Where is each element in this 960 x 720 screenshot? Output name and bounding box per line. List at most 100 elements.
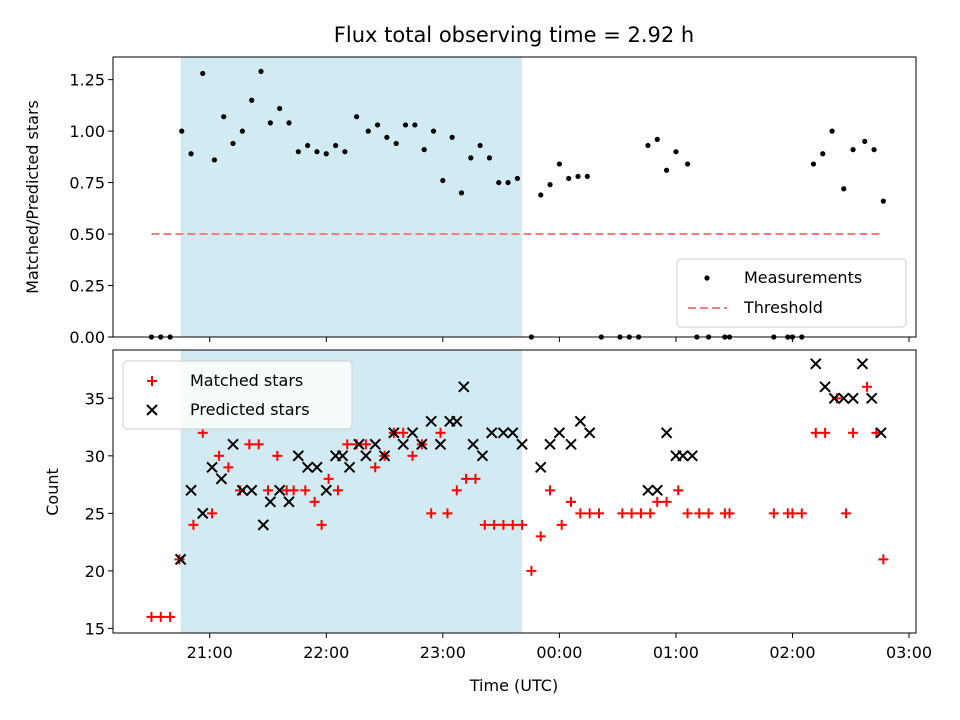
bottom-y-axis: 15 20 25 30 35 [85, 389, 113, 638]
predicted-point [866, 392, 878, 405]
predicted-point [416, 438, 428, 451]
measurement-point [673, 149, 679, 155]
measurement-point [862, 138, 868, 145]
matched-point [300, 485, 311, 496]
top-y-axis: 0.00 0.25 0.50 0.75 1.00 1.25 [69, 71, 113, 347]
measurement-point [449, 134, 455, 140]
matched-point [442, 508, 453, 519]
predicted-point [574, 415, 587, 428]
matched-point [461, 473, 472, 484]
matched-point [626, 508, 637, 519]
matched-point [323, 473, 334, 484]
top-legend-box [676, 258, 907, 328]
measurement-point [239, 128, 245, 134]
matched-point [489, 519, 500, 530]
matched-point [575, 508, 586, 519]
measurement-point [584, 173, 590, 180]
bottom-x-tick-label: 00:00 [536, 643, 582, 662]
measurement-point [221, 114, 227, 120]
measurement-point [566, 175, 572, 182]
matched-point [635, 508, 646, 519]
predicted-point [227, 438, 239, 451]
matched-point [787, 508, 798, 519]
matched-point [703, 508, 714, 519]
predicted-point [311, 461, 323, 474]
measurement-point [880, 198, 886, 204]
measurement-point [295, 149, 301, 155]
matched-point [272, 450, 283, 461]
measurement-point [249, 97, 255, 103]
predicted-point [236, 484, 249, 497]
predicted-point [353, 438, 365, 451]
measurement-point [440, 177, 446, 184]
matched-point [862, 381, 873, 392]
predicted-point [206, 461, 218, 474]
matched-point [682, 508, 693, 519]
top-shaded-span [180, 57, 523, 337]
matched-point [360, 439, 371, 450]
top-y-tick-label: 1.25 [69, 71, 105, 90]
predicted-point [642, 484, 654, 497]
predicted-point [544, 438, 556, 451]
top-y-tick-label: 0.00 [69, 328, 105, 347]
measurement-point [850, 147, 856, 153]
measurement-point [188, 151, 194, 157]
matched-point [188, 519, 199, 530]
matched-point [332, 485, 343, 496]
measurement-point [402, 122, 409, 128]
measurement-point [305, 142, 311, 149]
legend-predicted-x [146, 404, 158, 416]
measurement-point [810, 161, 817, 167]
measurement-point [211, 157, 217, 163]
predicted-point [425, 415, 437, 428]
top-y-axis-label: Matched/Predicted stars [23, 100, 42, 294]
measurement-point [820, 151, 826, 157]
predicted-point [215, 473, 228, 485]
predicted-point [301, 461, 314, 474]
matched-point [316, 519, 327, 530]
predicted-point [497, 427, 510, 439]
matched-point [584, 508, 595, 519]
predicted-point [264, 496, 277, 508]
predicted-point [458, 381, 470, 393]
matched-point [407, 450, 418, 461]
matched-point [253, 439, 264, 450]
matched-point [820, 427, 831, 438]
predicted-point [686, 450, 698, 462]
predicted-point [535, 461, 547, 474]
measurement-point [421, 147, 427, 153]
matched-point [796, 508, 807, 519]
predicted-point [467, 438, 479, 451]
matched-point [263, 485, 274, 496]
measurement-point [654, 136, 660, 142]
matched-point [652, 496, 663, 507]
matched-point [848, 427, 859, 438]
legend-matched-plus [147, 376, 157, 386]
top-axes-frame [112, 56, 917, 338]
predicted-point [292, 450, 305, 462]
predicted-point [838, 392, 850, 405]
matched-point [526, 565, 537, 576]
measurement-point [547, 182, 553, 188]
matched-point [214, 450, 225, 461]
matched-point [810, 427, 821, 438]
matched-point [673, 485, 684, 496]
matched-point [309, 496, 320, 507]
predicted-point [507, 427, 519, 439]
measurement-point [314, 149, 320, 155]
bottom-matched-points [146, 381, 889, 622]
matched-point [223, 462, 234, 473]
predicted-point [283, 496, 295, 508]
measurement-point [829, 128, 835, 134]
measurement-point [342, 149, 348, 155]
measurement-point [277, 105, 283, 112]
measurement-point [841, 186, 847, 192]
predicted-point [856, 358, 869, 370]
matched-point [517, 519, 528, 530]
legend-predicted-marker [146, 404, 158, 416]
bottom-y-tick-label: 20 [85, 562, 105, 581]
predicted-point [516, 438, 528, 451]
predicted-point [553, 427, 566, 439]
bottom-x-tick-label: 01:00 [653, 643, 699, 662]
